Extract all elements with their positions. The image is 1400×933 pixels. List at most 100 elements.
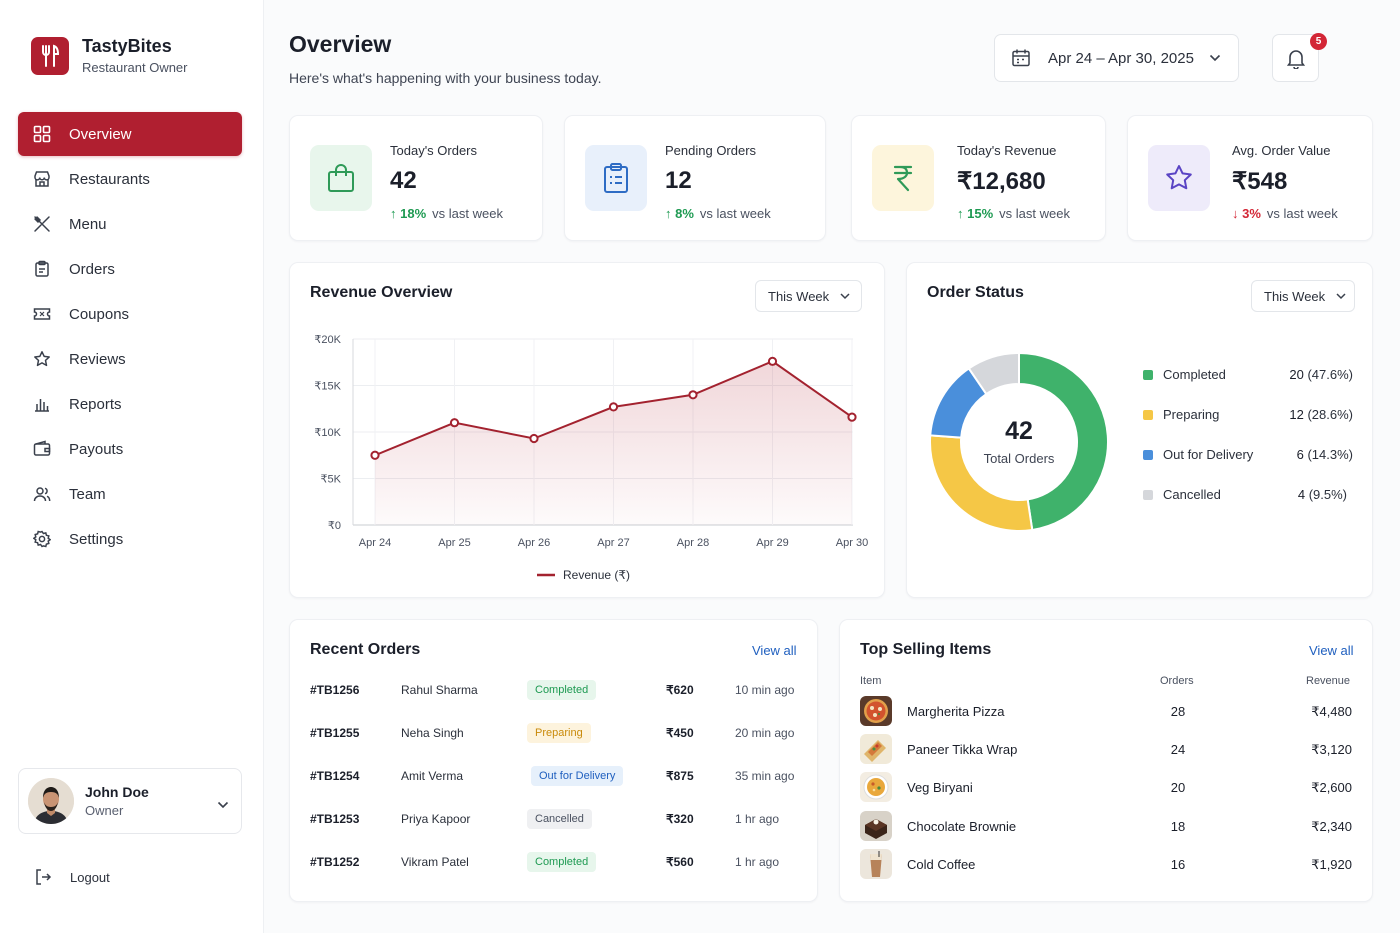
sidebar-item-coupons[interactable]: Coupons xyxy=(18,292,242,336)
sidebar-item-reviews[interactable]: Reviews xyxy=(18,337,242,381)
chevron-down-icon[interactable] xyxy=(217,796,229,814)
table-row[interactable]: #TB1256 Rahul Sharma Completed ₹620 10 m… xyxy=(310,675,800,705)
status-badge: Completed xyxy=(527,852,597,872)
x-tick-label: Apr 24 xyxy=(359,537,391,549)
legend-count: 20 xyxy=(1289,367,1304,382)
stat-change-note: vs last week xyxy=(999,206,1070,221)
users-icon xyxy=(32,484,52,504)
legend-item-cancelled: Cancelled 4 (9.5%) xyxy=(1143,487,1353,502)
list-item[interactable]: Margherita Pizza 28 ₹4,480 xyxy=(860,696,1352,728)
ticket-icon xyxy=(32,304,52,324)
stat-change-note: vs last week xyxy=(1266,206,1338,221)
customer-name: Amit Verma xyxy=(401,769,464,783)
customer-name: Rahul Sharma xyxy=(401,683,478,697)
logout-icon xyxy=(34,868,52,886)
sidebar-item-reports[interactable]: Reports xyxy=(18,382,242,426)
sidebar-item-menu[interactable]: Menu xyxy=(18,202,242,246)
sidebar-item-restaurants[interactable]: Restaurants xyxy=(18,157,242,201)
sidebar-item-team[interactable]: Team xyxy=(18,472,242,516)
revenue-overview-card: Revenue Overview This Week ₹0 ₹5K ₹10K ₹15K… xyxy=(289,262,885,598)
card-title: Top Selling Items xyxy=(860,641,992,658)
table-row[interactable]: #TB1254 Amit Verma Out for Delivery ₹875… xyxy=(310,761,800,791)
item-revenue: ₹3,120 xyxy=(1311,742,1352,757)
column-header-revenue: Revenue xyxy=(1306,675,1351,687)
item-orders: 18 xyxy=(1170,819,1186,834)
stat-value: ₹548 xyxy=(1232,168,1288,195)
chevron-down-icon xyxy=(1209,54,1221,62)
user-profile-card[interactable]: John Doe Owner xyxy=(18,768,242,834)
item-orders: 20 xyxy=(1170,780,1186,795)
stat-label: Today's Orders xyxy=(390,143,478,158)
stat-change-pct: 15% xyxy=(967,206,994,221)
period-select-label: This Week xyxy=(1264,288,1326,304)
stat-card-avg-order-value: Avg. Order Value ₹548 ↓ 3% vs last week xyxy=(1127,115,1373,241)
grid-icon xyxy=(32,124,52,144)
logout-label: Logout xyxy=(70,869,110,885)
legend-percent: (47.6%) xyxy=(1307,367,1353,382)
legend-percent: (28.6%) xyxy=(1307,407,1353,422)
order-time: 35 min ago xyxy=(735,769,795,783)
shopping-bag-icon xyxy=(310,145,372,211)
customer-name: Neha Singh xyxy=(401,726,464,740)
table-row[interactable]: #TB1253 Priya Kapoor Cancelled ₹320 1 hr… xyxy=(310,804,800,834)
item-name: Paneer Tikka Wrap xyxy=(907,742,1018,757)
period-select[interactable]: This Week xyxy=(1251,280,1355,312)
sidebar-item-orders[interactable]: Orders xyxy=(18,247,242,291)
date-range-picker[interactable]: Apr 24 – Apr 30, 2025 xyxy=(994,34,1239,82)
legend-label: Cancelled xyxy=(1163,487,1221,502)
view-all-link[interactable]: View all xyxy=(752,643,797,658)
period-select[interactable]: This Week xyxy=(755,280,862,312)
y-tick-label: ₹5K xyxy=(321,474,342,486)
stat-value: 12 xyxy=(665,167,692,194)
sidebar-item-settings[interactable]: Settings xyxy=(18,517,242,561)
brand[interactable]: TastyBites Restaurant Owner xyxy=(31,36,188,75)
y-tick-label: ₹10K xyxy=(314,427,341,439)
brand-name: TastyBites xyxy=(82,36,172,56)
list-item[interactable]: Paneer Tikka Wrap 24 ₹3,120 xyxy=(860,734,1352,766)
column-header-item: Item xyxy=(860,675,882,687)
list-item[interactable]: Veg Biryani 20 ₹2,600 xyxy=(860,772,1352,804)
legend-item-completed: Completed 20 (47.6%) xyxy=(1143,367,1353,382)
x-tick-label: Apr 27 xyxy=(597,537,629,549)
brand-subtitle: Restaurant Owner xyxy=(82,60,188,75)
order-id: #TB1255 xyxy=(310,726,360,740)
item-name: Margherita Pizza xyxy=(907,704,1005,719)
customer-name: Priya Kapoor xyxy=(401,812,471,826)
calendar-icon xyxy=(1011,48,1031,68)
table-row[interactable]: #TB1255 Neha Singh Preparing ₹450 20 min… xyxy=(310,718,800,748)
item-revenue: ₹4,480 xyxy=(1311,704,1352,719)
stat-change-pct: 18% xyxy=(400,206,427,221)
list-item[interactable]: Chocolate Brownie 18 ₹2,340 xyxy=(860,811,1352,843)
stat-label: Pending Orders xyxy=(665,143,757,158)
user-role: Owner xyxy=(85,803,124,818)
order-status-card: Order Status This Week 42 Total Orders C… xyxy=(906,262,1373,598)
logout-button[interactable]: Logout xyxy=(34,868,110,886)
x-tick-label: Apr 28 xyxy=(677,537,709,549)
data-point xyxy=(608,402,619,412)
stat-change: ↓ 3% vs last week xyxy=(1232,206,1338,221)
chevron-down-icon xyxy=(1336,292,1346,300)
notification-badge: 5 xyxy=(1310,33,1327,50)
stat-change: ↑ 18% vs last week xyxy=(390,206,503,221)
legend-label: Revenue (₹) xyxy=(563,568,630,582)
x-tick-label: Apr 26 xyxy=(518,537,550,549)
stat-card-pending-orders: Pending Orders 12 ↑ 8% vs last week xyxy=(564,115,826,241)
fork-knife-logo-icon xyxy=(31,36,69,75)
table-row[interactable]: #TB1252 Vikram Patel Completed ₹560 1 hr… xyxy=(310,847,800,877)
sidebar-item-payouts[interactable]: Payouts xyxy=(18,427,242,471)
user-name: John Doe xyxy=(85,784,149,800)
customer-name: Vikram Patel xyxy=(401,855,469,869)
x-tick-label: Apr 30 xyxy=(836,537,868,549)
stat-change-note: vs last week xyxy=(432,206,503,221)
stat-change-note: vs last week xyxy=(699,206,771,221)
chevron-down-icon xyxy=(840,292,850,300)
sidebar-item-overview[interactable]: Overview xyxy=(18,112,242,156)
order-time: 1 hr ago xyxy=(735,855,780,869)
legend-swatch xyxy=(1143,489,1153,500)
status-badge: Completed xyxy=(527,680,597,700)
card-title: Order Status xyxy=(927,284,1024,301)
list-item[interactable]: Cold Coffee 16 ₹1,920 xyxy=(860,849,1352,881)
legend-swatch xyxy=(1143,449,1153,460)
data-point xyxy=(767,356,778,366)
view-all-link[interactable]: View all xyxy=(1309,643,1354,658)
